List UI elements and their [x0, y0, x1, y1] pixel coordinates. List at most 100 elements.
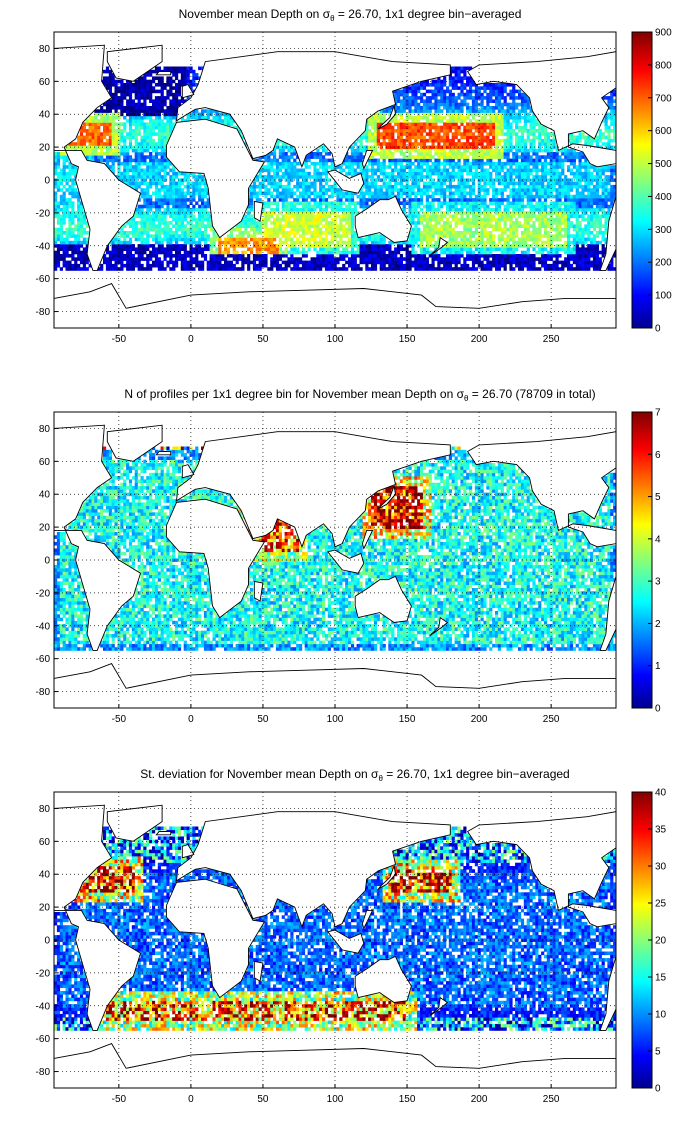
heatmap-cell — [460, 244, 463, 248]
heatmap-cell — [313, 261, 316, 265]
heatmap-cell — [126, 99, 129, 103]
heatmap-cell — [311, 218, 314, 222]
heatmap-cell — [149, 152, 152, 156]
heatmap-cell — [172, 169, 175, 173]
heatmap-cell — [279, 198, 282, 202]
heatmap-cell — [192, 238, 195, 242]
heatmap-cell — [126, 169, 129, 173]
heatmap-cell — [83, 264, 86, 268]
heatmap-cell — [175, 172, 178, 176]
heatmap-cell — [308, 231, 311, 235]
heatmap-cell — [331, 257, 334, 261]
heatmap-cell — [420, 264, 423, 268]
heatmap-cell — [371, 122, 374, 126]
heatmap-cell — [400, 169, 403, 173]
heatmap-cell — [371, 238, 374, 242]
heatmap-cell — [371, 132, 374, 136]
heatmap-cell — [336, 247, 339, 251]
heatmap-cell — [455, 188, 458, 192]
heatmap-cell — [213, 254, 216, 258]
heatmap-cell — [143, 241, 146, 245]
heatmap-cell — [371, 257, 374, 261]
heatmap-cell — [313, 162, 316, 166]
heatmap-cell — [138, 257, 141, 261]
heatmap-cell — [198, 224, 201, 228]
heatmap-cell — [195, 254, 198, 258]
heatmap-cell — [164, 96, 167, 100]
heatmap-cell — [210, 247, 213, 251]
heatmap-cell — [357, 165, 360, 169]
heatmap-cell — [481, 185, 484, 189]
heatmap-cell — [276, 192, 279, 196]
heatmap-cell — [440, 96, 443, 100]
heatmap-cell — [158, 159, 161, 163]
heatmap-cell — [244, 257, 247, 261]
heatmap-cell — [276, 205, 279, 209]
heatmap-cell — [362, 251, 365, 255]
heatmap-cell — [409, 103, 412, 107]
heatmap-cell — [192, 113, 195, 117]
heatmap-cell — [218, 119, 221, 123]
heatmap-cell — [339, 254, 342, 258]
heatmap-cell — [184, 198, 187, 202]
heatmap-cell — [135, 251, 138, 255]
heatmap-cell — [365, 185, 368, 189]
heatmap-cell — [279, 155, 282, 159]
heatmap-cell — [68, 221, 71, 225]
heatmap-cell — [383, 261, 386, 265]
heatmap-cell — [351, 254, 354, 258]
heatmap-cell — [437, 139, 440, 143]
heatmap-cell — [279, 244, 282, 248]
heatmap-cell — [426, 201, 429, 205]
heatmap-cell — [417, 149, 420, 153]
heatmap-cell — [472, 205, 475, 209]
heatmap-cell — [83, 129, 86, 133]
heatmap-cell — [400, 165, 403, 169]
heatmap-cell — [443, 228, 446, 232]
heatmap-cell — [308, 201, 311, 205]
heatmap-cell — [149, 264, 152, 268]
heatmap-cell — [74, 224, 77, 228]
heatmap-cell — [210, 238, 213, 242]
heatmap-cell — [178, 205, 181, 209]
heatmap-cell — [305, 264, 308, 268]
heatmap-cell — [374, 198, 377, 202]
heatmap-cell — [469, 136, 472, 140]
heatmap-cell — [112, 106, 115, 110]
heatmap-cell — [486, 182, 489, 186]
heatmap-cell — [175, 185, 178, 189]
heatmap-cell — [455, 211, 458, 215]
heatmap-cell — [290, 241, 293, 245]
heatmap-cell — [161, 264, 164, 268]
heatmap-cell — [77, 142, 80, 146]
heatmap-cell — [313, 224, 316, 228]
heatmap-cell — [213, 116, 216, 120]
heatmap-cell — [452, 136, 455, 140]
heatmap-cell — [141, 142, 144, 146]
heatmap-cell — [161, 86, 164, 90]
heatmap-cell — [149, 185, 152, 189]
heatmap-cell — [458, 178, 461, 182]
heatmap-cell — [74, 261, 77, 265]
heatmap-cell — [426, 267, 429, 271]
heatmap-cell — [181, 208, 184, 212]
heatmap-cell — [299, 218, 302, 222]
heatmap-cell — [472, 198, 475, 202]
heatmap-cell — [486, 215, 489, 219]
heatmap-cell — [383, 136, 386, 140]
heatmap-cell — [483, 247, 486, 251]
heatmap-cell — [264, 211, 267, 215]
heatmap-cell — [143, 215, 146, 219]
heatmap-cell — [175, 70, 178, 74]
heatmap-cell — [198, 182, 201, 186]
heatmap-cell — [446, 126, 449, 130]
heatmap-cell — [198, 192, 201, 196]
heatmap-cell — [385, 185, 388, 189]
heatmap-cell — [299, 192, 302, 196]
heatmap-cell — [437, 261, 440, 265]
heatmap-cell — [112, 99, 115, 103]
heatmap-cell — [319, 172, 322, 176]
heatmap-cell — [426, 218, 429, 222]
heatmap-cell — [478, 247, 481, 251]
heatmap-cell — [411, 126, 414, 130]
